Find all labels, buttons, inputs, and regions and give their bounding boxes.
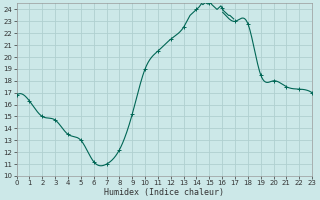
X-axis label: Humidex (Indice chaleur): Humidex (Indice chaleur) [104,188,224,197]
